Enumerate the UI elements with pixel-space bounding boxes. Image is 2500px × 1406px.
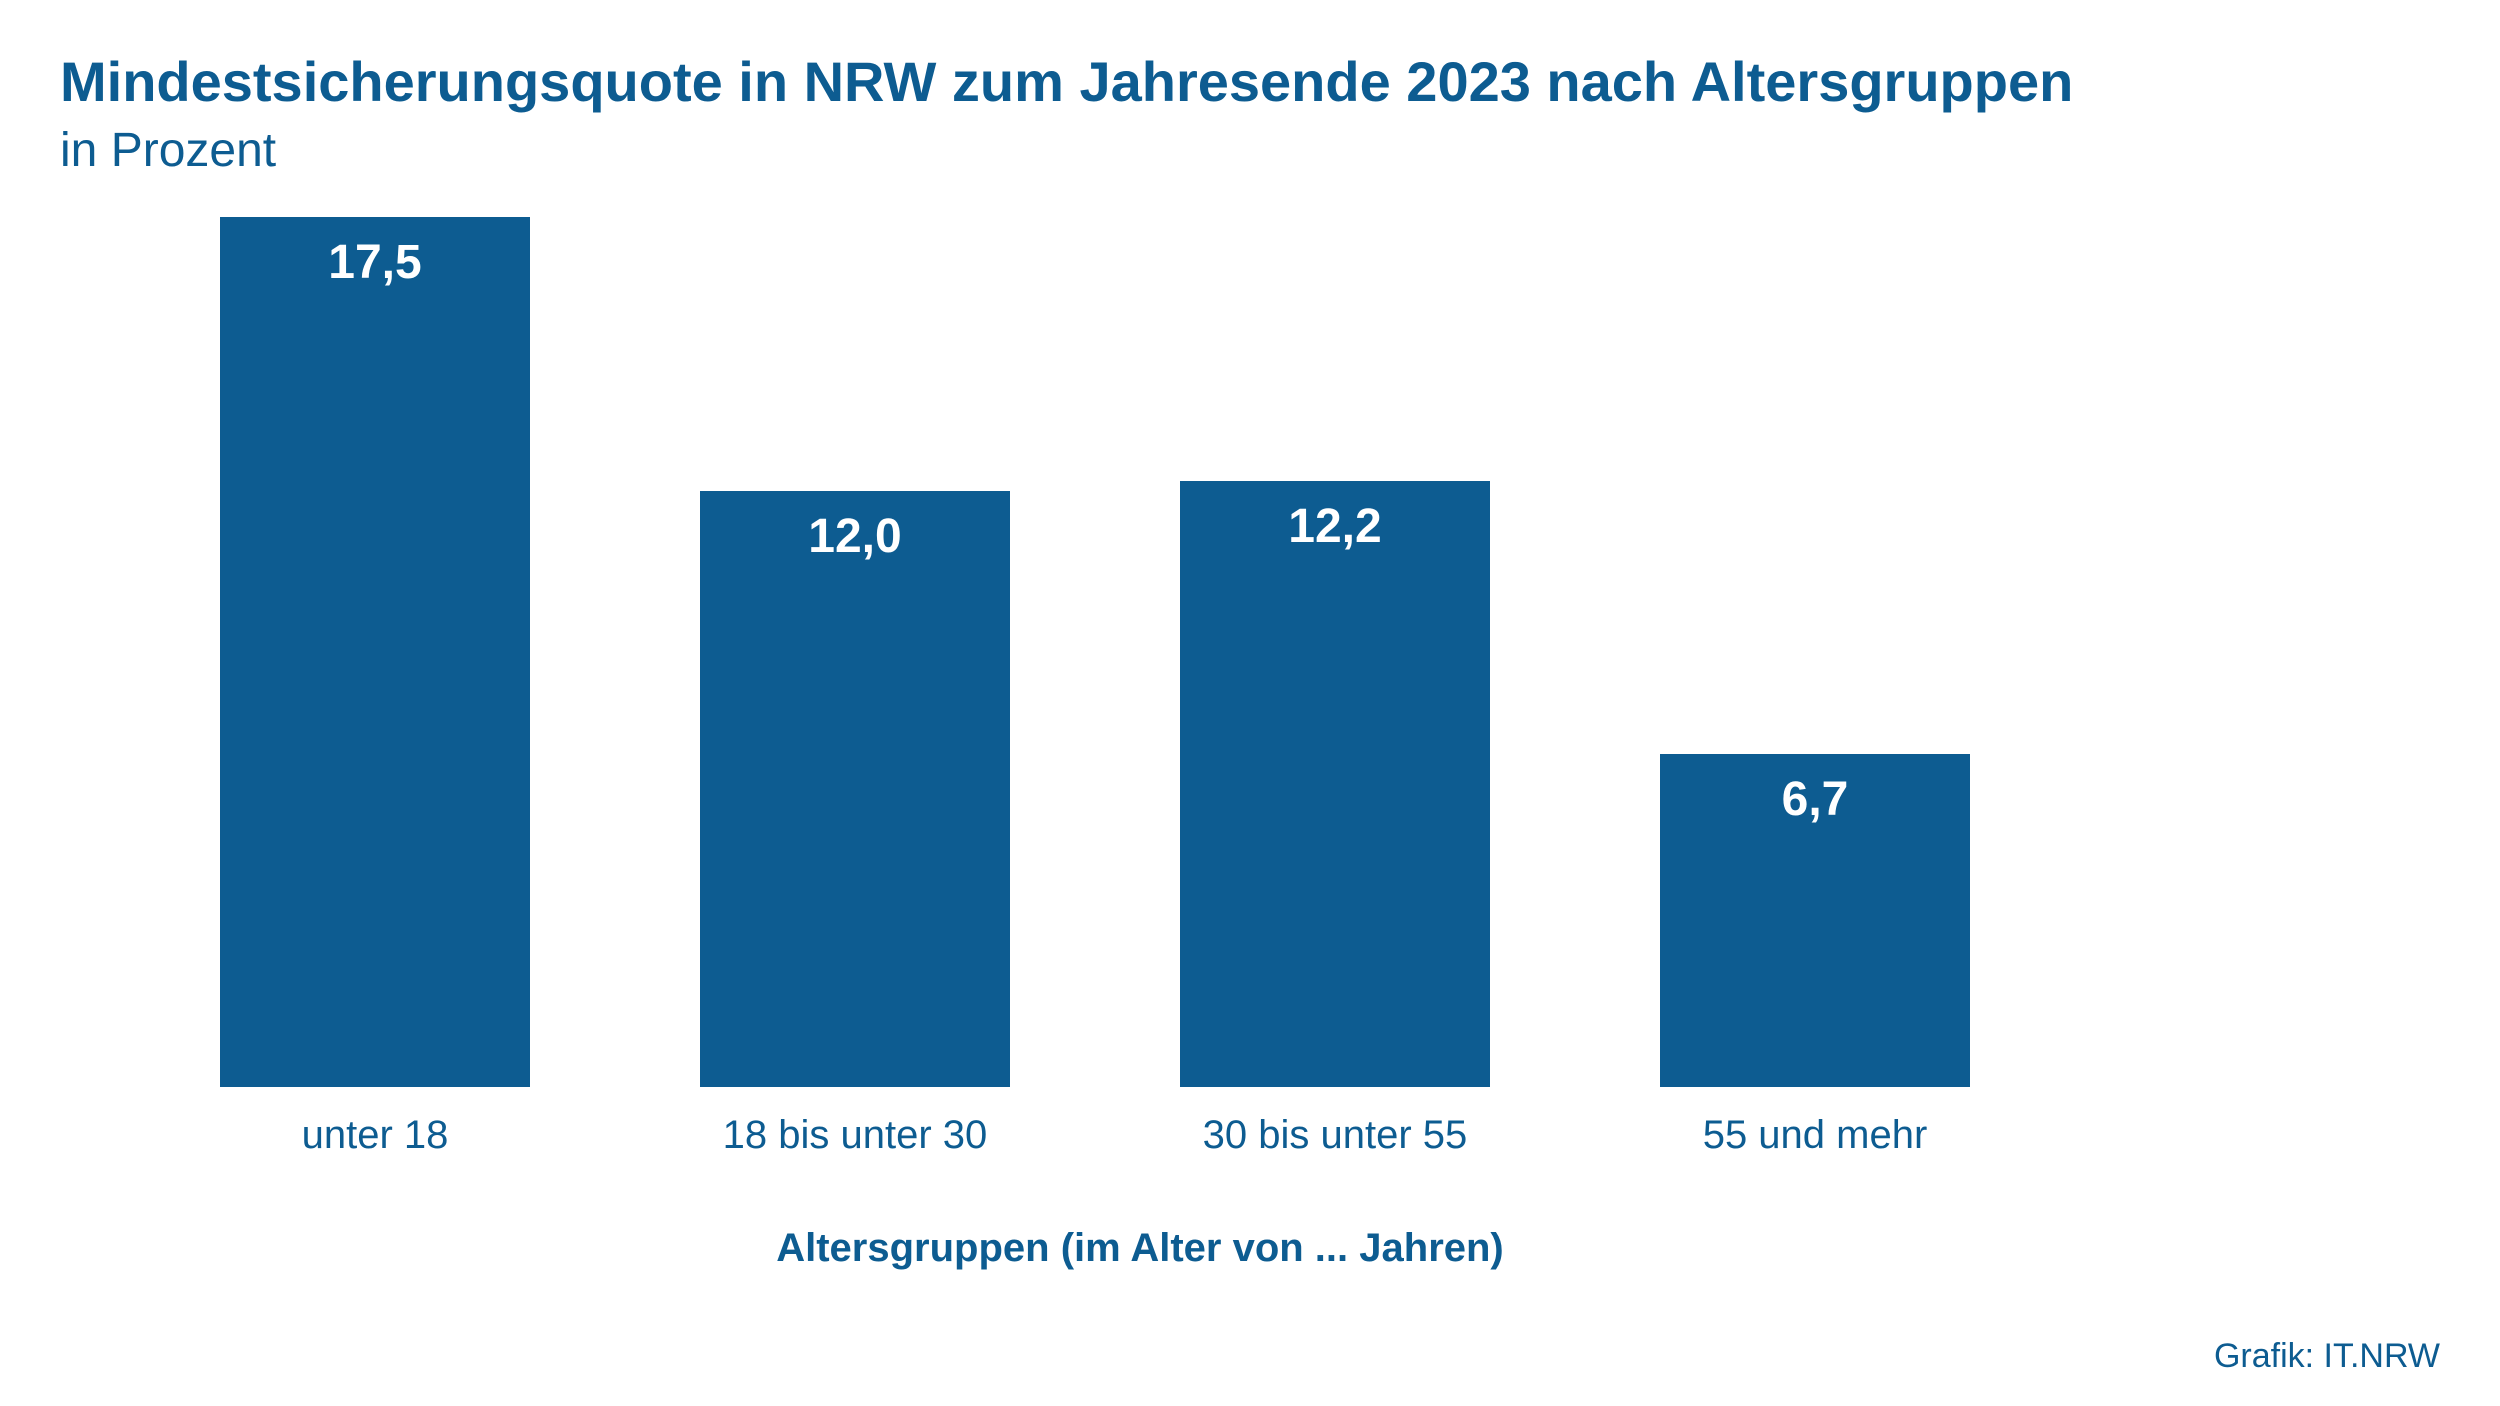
category-label-1: 18 bis unter 30 bbox=[723, 1113, 988, 1158]
bar-col-0: 17,5 unter 18 bbox=[220, 217, 530, 1158]
bar-2: 12,2 bbox=[1180, 481, 1490, 1088]
bar-value-label-3: 6,7 bbox=[1660, 772, 1970, 827]
category-label-2: 30 bis unter 55 bbox=[1203, 1113, 1468, 1158]
x-axis-title: Altersgruppen (im Alter von ... Jahren) bbox=[60, 1226, 2220, 1271]
chart-credit: Grafik: IT.NRW bbox=[2214, 1337, 2440, 1376]
chart-title: Mindestsicherungsquote in NRW zum Jahres… bbox=[60, 48, 2440, 115]
bar-value-label-2: 12,2 bbox=[1180, 499, 1490, 554]
bar-1: 12,0 bbox=[700, 491, 1010, 1088]
chart-area: 17,5 unter 18 12,0 18 bis unter 30 12,2 … bbox=[220, 288, 2220, 1298]
category-label-0: unter 18 bbox=[302, 1113, 449, 1158]
bar-3: 6,7 bbox=[1660, 754, 1970, 1087]
chart-subtitle: in Prozent bbox=[60, 123, 2440, 178]
category-label-3: 55 und mehr bbox=[1703, 1113, 1928, 1158]
bars-row: 17,5 unter 18 12,0 18 bis unter 30 12,2 … bbox=[220, 288, 2220, 1158]
bar-value-label-1: 12,0 bbox=[700, 509, 1010, 564]
bar-value-label-0: 17,5 bbox=[220, 235, 530, 290]
bar-col-1: 12,0 18 bis unter 30 bbox=[700, 491, 1010, 1159]
bar-col-2: 12,2 30 bis unter 55 bbox=[1180, 481, 1490, 1159]
bar-0: 17,5 bbox=[220, 217, 530, 1087]
chart-page: Mindestsicherungsquote in NRW zum Jahres… bbox=[0, 0, 2500, 1406]
bar-col-3: 6,7 55 und mehr bbox=[1660, 754, 1970, 1158]
